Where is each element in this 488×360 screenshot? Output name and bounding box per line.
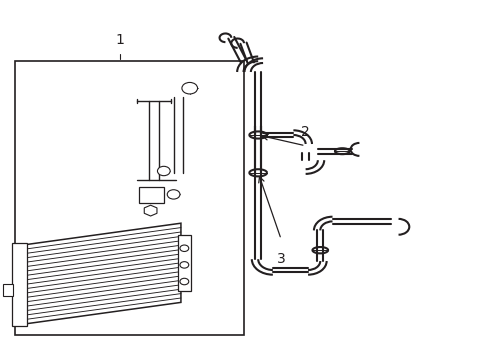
Circle shape — [182, 82, 197, 94]
Bar — [15, 61, 244, 335]
Bar — [12, 243, 27, 326]
Bar — [3, 284, 13, 296]
Text: 1: 1 — [115, 33, 124, 47]
Circle shape — [167, 190, 180, 199]
Polygon shape — [144, 205, 157, 216]
Circle shape — [180, 278, 188, 285]
Circle shape — [180, 262, 188, 268]
Circle shape — [180, 245, 188, 252]
Text: 3: 3 — [276, 252, 285, 266]
Circle shape — [157, 166, 170, 176]
Polygon shape — [24, 223, 181, 324]
Text: 2: 2 — [301, 125, 309, 139]
Bar — [178, 235, 190, 291]
Bar — [139, 187, 163, 203]
